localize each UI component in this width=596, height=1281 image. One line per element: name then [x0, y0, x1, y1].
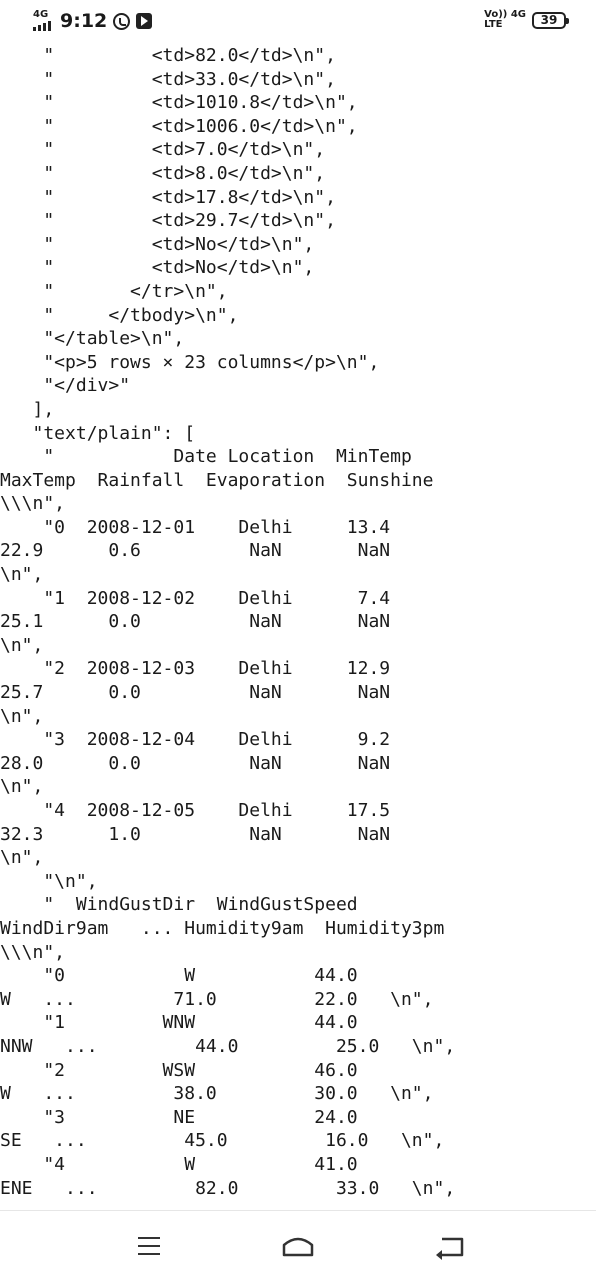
code-line: " Date Location MinTemp: [0, 446, 412, 468]
code-line: " <td>1006.0</td>\n",: [0, 115, 358, 137]
code-line: W ... 38.0 30.0 \n",: [0, 1083, 434, 1105]
status-right: Vo)) 4G LTE 39: [484, 10, 569, 30]
code-line: " <td>No</td>\n",: [0, 257, 315, 279]
clock: 9:12: [60, 10, 108, 32]
code-line: " <td>1010.8</td>\n",: [0, 92, 358, 114]
code-line: " <td>33.0</td>\n",: [0, 68, 336, 90]
signal-icon: 4G: [32, 9, 54, 32]
code-line: " <td>82.0</td>\n",: [0, 45, 336, 66]
code-line: " <td>17.8</td>\n",: [0, 186, 336, 208]
code-view[interactable]: " <td>82.0</td>\n", " <td>33.0</td>\n", …: [0, 44, 596, 1210]
code-line: \n",: [0, 776, 44, 798]
code-line: 28.0 0.0 NaN NaN: [0, 752, 391, 774]
battery-level: 39: [540, 13, 558, 27]
code-line: "text/plain": [: [0, 422, 196, 444]
recents-icon[interactable]: [128, 1229, 168, 1263]
code-line: 25.7 0.0 NaN NaN: [0, 682, 391, 704]
youtube-icon: [136, 13, 153, 29]
code-line: "4 W 41.0: [0, 1153, 358, 1175]
code-line: "</table>\n",: [0, 328, 185, 350]
code-line: "4 2008-12-05 Delhi 17.5: [0, 800, 391, 821]
code-line: 32.3 1.0 NaN NaN: [0, 823, 391, 845]
code-line: " </tr>\n",: [0, 280, 228, 302]
code-line: ],: [0, 398, 55, 420]
code-line: \\\n",: [0, 941, 66, 963]
status-left: 4G 9:12: [32, 9, 153, 32]
back-icon[interactable]: [432, 1229, 472, 1263]
code-line: ENE ... 82.0 33.0 \n",: [0, 1177, 456, 1199]
code-line: " WindGustDir WindGustSpeed: [0, 894, 358, 916]
code-line: "1 WNW 44.0: [0, 1012, 358, 1034]
code-line: " <td>No</td>\n",: [0, 233, 315, 255]
volte-top-label: Vo)) 4G: [484, 9, 526, 20]
code-line: " <td>8.0</td>\n",: [0, 162, 326, 184]
code-line: MaxTemp Rainfall Evaporation Sunshine: [0, 469, 434, 491]
status-bar: 4G 9:12 Vo)) 4G LTE 39: [0, 0, 596, 44]
code-line: "2 2008-12-03 Delhi 12.9: [0, 658, 391, 680]
code-line: "</div>": [0, 375, 131, 397]
code-line: "1 2008-12-02 Delhi 7.4: [0, 587, 391, 609]
code-line: " <td>7.0</td>\n",: [0, 139, 326, 161]
code-line: \\\n",: [0, 493, 66, 515]
volte-indicator: Vo)) 4G LTE: [484, 10, 526, 30]
code-line: \n",: [0, 705, 44, 727]
whatsapp-icon: [113, 12, 131, 30]
code-line: \n",: [0, 847, 44, 869]
code-line: WindDir9am ... Humidity9am Humidity3pm: [0, 917, 445, 939]
code-line: " <td>29.7</td>\n",: [0, 210, 336, 232]
code-line: 25.1 0.0 NaN NaN: [0, 611, 391, 633]
home-icon[interactable]: [278, 1229, 318, 1263]
code-line: \n",: [0, 564, 44, 586]
volte-bottom-label: LTE: [484, 19, 503, 30]
network-type-label: 4G: [33, 9, 49, 20]
code-line: W ... 71.0 22.0 \n",: [0, 988, 434, 1010]
code-line: \n",: [0, 634, 44, 656]
code-line: "0 2008-12-01 Delhi 13.4: [0, 516, 391, 538]
code-line: "<p>5 rows × 23 columns</p>\n",: [0, 351, 380, 373]
code-line: SE ... 45.0 16.0 \n",: [0, 1130, 445, 1152]
code-line: 22.9 0.6 NaN NaN: [0, 540, 391, 562]
code-line: NNW ... 44.0 25.0 \n",: [0, 1035, 456, 1057]
code-line: "0 W 44.0: [0, 965, 358, 987]
navigation-bar: [0, 1210, 596, 1281]
code-line: " </tbody>\n",: [0, 304, 239, 326]
code-line: "3 NE 24.0: [0, 1106, 358, 1128]
code-line: "2 WSW 46.0: [0, 1059, 358, 1081]
code-line: "\n",: [0, 870, 98, 892]
code-line: "3 2008-12-04 Delhi 9.2: [0, 729, 391, 751]
battery-icon: 39: [532, 11, 569, 29]
